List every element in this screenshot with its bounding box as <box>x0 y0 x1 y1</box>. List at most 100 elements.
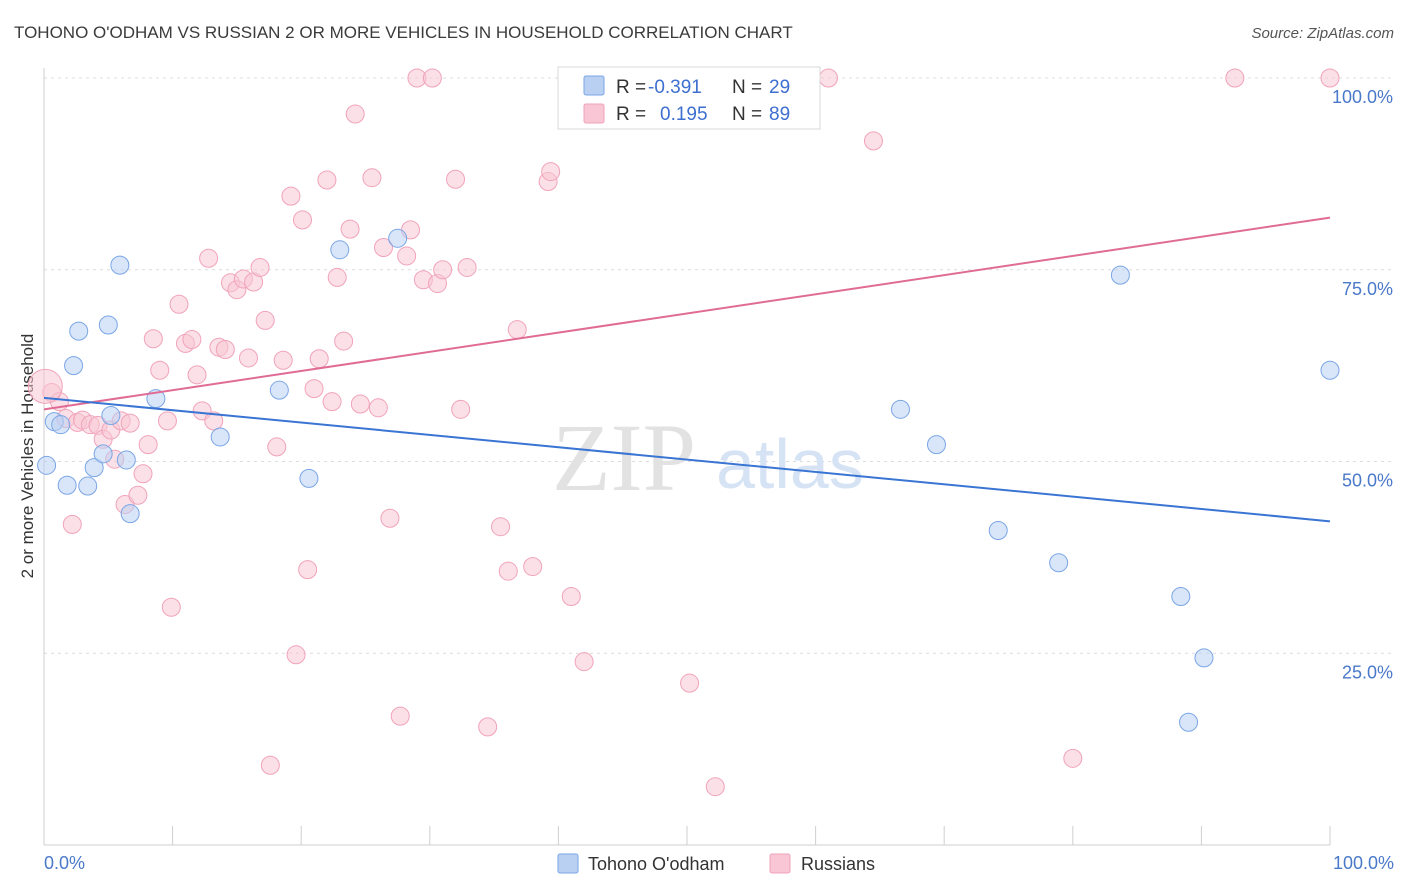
x-tick-label-max: 100.0% <box>1333 853 1394 873</box>
russians-point <box>680 673 700 693</box>
bottom-legend-swatch-russians <box>769 853 791 874</box>
russians-point <box>863 131 883 151</box>
russians-point <box>1320 68 1340 88</box>
tohono-point <box>210 427 230 447</box>
legend-n-value-russians: 89 <box>769 104 790 125</box>
bottom-legend-swatch-tohono <box>557 853 579 874</box>
legend-swatch-tohono <box>583 75 605 96</box>
legend-r-label-tohono: R = <box>616 77 646 98</box>
trend-line-tohono <box>43 396 1331 523</box>
tohono-point <box>1194 648 1214 668</box>
russians-point <box>238 348 258 368</box>
russians-point <box>62 514 82 534</box>
y-tick-label: 75.0% <box>1342 279 1393 299</box>
y-axis-title: 2 or more Vehicles in Household <box>18 334 37 579</box>
russians-point <box>260 755 280 775</box>
russians-point <box>204 411 224 431</box>
russians-point <box>161 597 181 617</box>
russians-point <box>498 561 518 581</box>
russians-point <box>397 246 417 266</box>
legend-r-value-russians: 0.195 <box>660 104 708 125</box>
tohono-point <box>93 444 113 464</box>
russians-point <box>157 411 177 431</box>
russians-point <box>574 652 594 672</box>
russians-point <box>507 320 527 340</box>
tohono-point <box>1110 265 1130 285</box>
russians-point <box>143 329 163 349</box>
russians-point <box>705 777 725 797</box>
russians-point <box>374 238 394 258</box>
russians-point <box>298 560 318 580</box>
tohono-point <box>269 380 289 400</box>
russians-point <box>561 586 581 606</box>
tohono-point <box>988 521 1008 541</box>
russians-point <box>187 365 207 385</box>
tohono-point <box>1049 553 1069 573</box>
tohono-point <box>926 435 946 455</box>
russians-point <box>138 435 158 455</box>
trend-line-russians <box>43 216 1331 411</box>
tohono-point <box>890 399 910 419</box>
russians-point <box>322 392 342 412</box>
bottom-legend-label-tohono: Tohono O'odham <box>588 854 725 874</box>
tohono-point <box>116 450 136 470</box>
russians-point <box>292 210 312 230</box>
russians-point <box>281 186 301 206</box>
russians-point <box>304 379 324 399</box>
tohono-point <box>1179 712 1199 732</box>
russians-point <box>150 360 170 380</box>
tohono-point <box>37 455 57 475</box>
tohono-point <box>57 475 77 495</box>
russians-point <box>133 464 153 484</box>
russians-point <box>215 340 235 360</box>
russians-point <box>250 257 270 277</box>
russians-point <box>199 248 219 268</box>
russians-point <box>345 104 365 124</box>
russians-point <box>446 169 466 189</box>
russians-point <box>309 349 329 369</box>
legend-r-value-tohono: -0.391 <box>648 77 702 98</box>
y-tick-label: 50.0% <box>1342 471 1393 491</box>
russians-point <box>169 294 189 314</box>
russians-point <box>491 517 511 537</box>
tohono-point <box>64 356 84 376</box>
russians-point <box>255 310 275 330</box>
series-tohono-points <box>37 228 1340 732</box>
tohono-point <box>1171 586 1191 606</box>
russians-point <box>182 330 202 350</box>
x-tick-label-min: 0.0% <box>44 853 85 873</box>
russians-point <box>478 717 498 737</box>
tohono-point <box>98 315 118 335</box>
russians-point <box>433 260 453 280</box>
russians-point <box>317 170 337 190</box>
russians-point <box>818 68 838 88</box>
tohono-point <box>84 458 104 478</box>
x-axis-ticks <box>43 826 1331 845</box>
russians-point <box>1063 748 1083 768</box>
russians-point <box>541 162 561 182</box>
tohono-point <box>101 405 121 425</box>
chart-title: TOHONO O'ODHAM VS RUSSIAN 2 OR MORE VEHI… <box>14 23 793 42</box>
series-legend: Tohono O'odham Russians <box>557 853 875 874</box>
tohono-point <box>78 476 98 496</box>
y-tick-label: 100.0% <box>1332 87 1393 107</box>
legend-n-value-tohono: 29 <box>769 77 790 98</box>
russians-point <box>286 645 306 665</box>
tohono-point <box>1320 360 1340 380</box>
russians-point <box>523 557 543 577</box>
tohono-point <box>299 468 319 488</box>
chart-source: Source: ZipAtlas.com <box>1251 25 1394 42</box>
russians-point <box>128 485 148 505</box>
bottom-legend-label-russians: Russians <box>801 854 875 874</box>
tohono-point <box>388 228 408 248</box>
russians-point <box>422 68 442 88</box>
russians-point <box>273 350 293 370</box>
russians-point <box>27 368 63 404</box>
y-tick-labels: 100.0% 75.0% 50.0% 25.0% <box>1332 87 1393 682</box>
tohono-point <box>330 240 350 260</box>
y-tick-label: 25.0% <box>1342 662 1393 682</box>
russians-point <box>362 168 382 188</box>
russians-point <box>380 508 400 528</box>
legend-n-label-russians: N = <box>732 104 762 125</box>
